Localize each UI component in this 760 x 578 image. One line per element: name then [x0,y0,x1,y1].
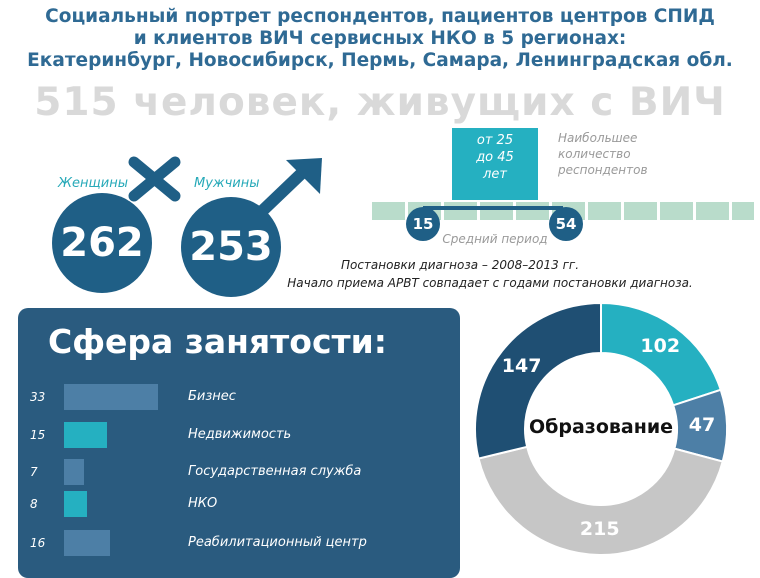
employment-category-label: Бизнес [188,389,236,404]
employment-title: Сфера занятости: [48,322,387,361]
education-value-label: 215 [579,517,620,540]
timeline-start-node: 15 [406,207,440,241]
timeline-segment [588,202,621,220]
employment-category-label: Недвижимость [188,427,292,442]
timeline-segment [696,202,729,220]
timeline-note-line-2: количество [558,147,631,161]
age-range-line-3: лет [483,167,507,182]
header-line-1: Социальный портрет респондентов, пациент… [45,6,715,27]
timeline-end-node: 54 [549,207,583,241]
diagnosis-caption: Постановки диагноза – 2008–2013 гг. [340,258,580,272]
female-cross-icon [128,156,181,202]
arvt-caption: Начало приема АРВТ совпадает с годами по… [287,276,693,290]
employment-bar [64,384,158,410]
male-arrow-icon [253,158,322,220]
female-count: 262 [52,193,152,293]
employment-bar [64,530,110,556]
employment-value-label: 33 [30,390,46,404]
employment-bar [64,491,87,517]
employment-value-label: 8 [30,497,38,511]
timeline-note: Наибольшее количество респондентов [558,130,688,178]
employment-bar [64,422,107,448]
age-range-line-1: от 25 [476,133,514,148]
male-label: Мужчины [194,176,260,191]
male-count: 253 [181,197,281,297]
age-range-box: от 25 до 45 лет [452,128,538,200]
timeline-segment [660,202,693,220]
timeline-note-line-3: респондентов [558,163,648,177]
gender-symbols [128,156,322,220]
employment-value-label: 15 [30,428,46,442]
employment-category-label: НКО [188,496,218,511]
timeline-note-line-1: Наибольшее [558,131,638,145]
big-title: 515 человек, живущих с ВИЧ [34,80,726,125]
timeline-segment [624,202,657,220]
employment-category-label: Реабилитационный центр [188,535,367,550]
female-label: Женщины [58,176,128,191]
header-line-3: Екатеринбург, Новосибирск, Пермь, Самара… [27,50,733,71]
employment-bar [64,459,84,485]
education-donut-chart [474,301,728,556]
timeline-range-bar [423,206,563,210]
timeline-segment [732,202,754,220]
employment-value-label: 7 [30,465,38,479]
education-slice [477,445,724,556]
employment-category-label: Государственная служба [188,464,362,479]
employment-value-label: 16 [30,536,46,550]
education-value-label: 147 [501,354,542,377]
education-title: Образование [528,416,674,438]
average-period-label: Средний период [442,232,548,246]
age-range-line-2: до 45 [476,150,514,165]
education-slice [474,301,602,460]
education-value-label: 102 [640,335,681,358]
timeline-segment [372,202,405,220]
header-line-2: и клиентов ВИЧ сервисных НКО в 5 региона… [133,28,627,49]
education-value-label: 47 [688,414,716,437]
